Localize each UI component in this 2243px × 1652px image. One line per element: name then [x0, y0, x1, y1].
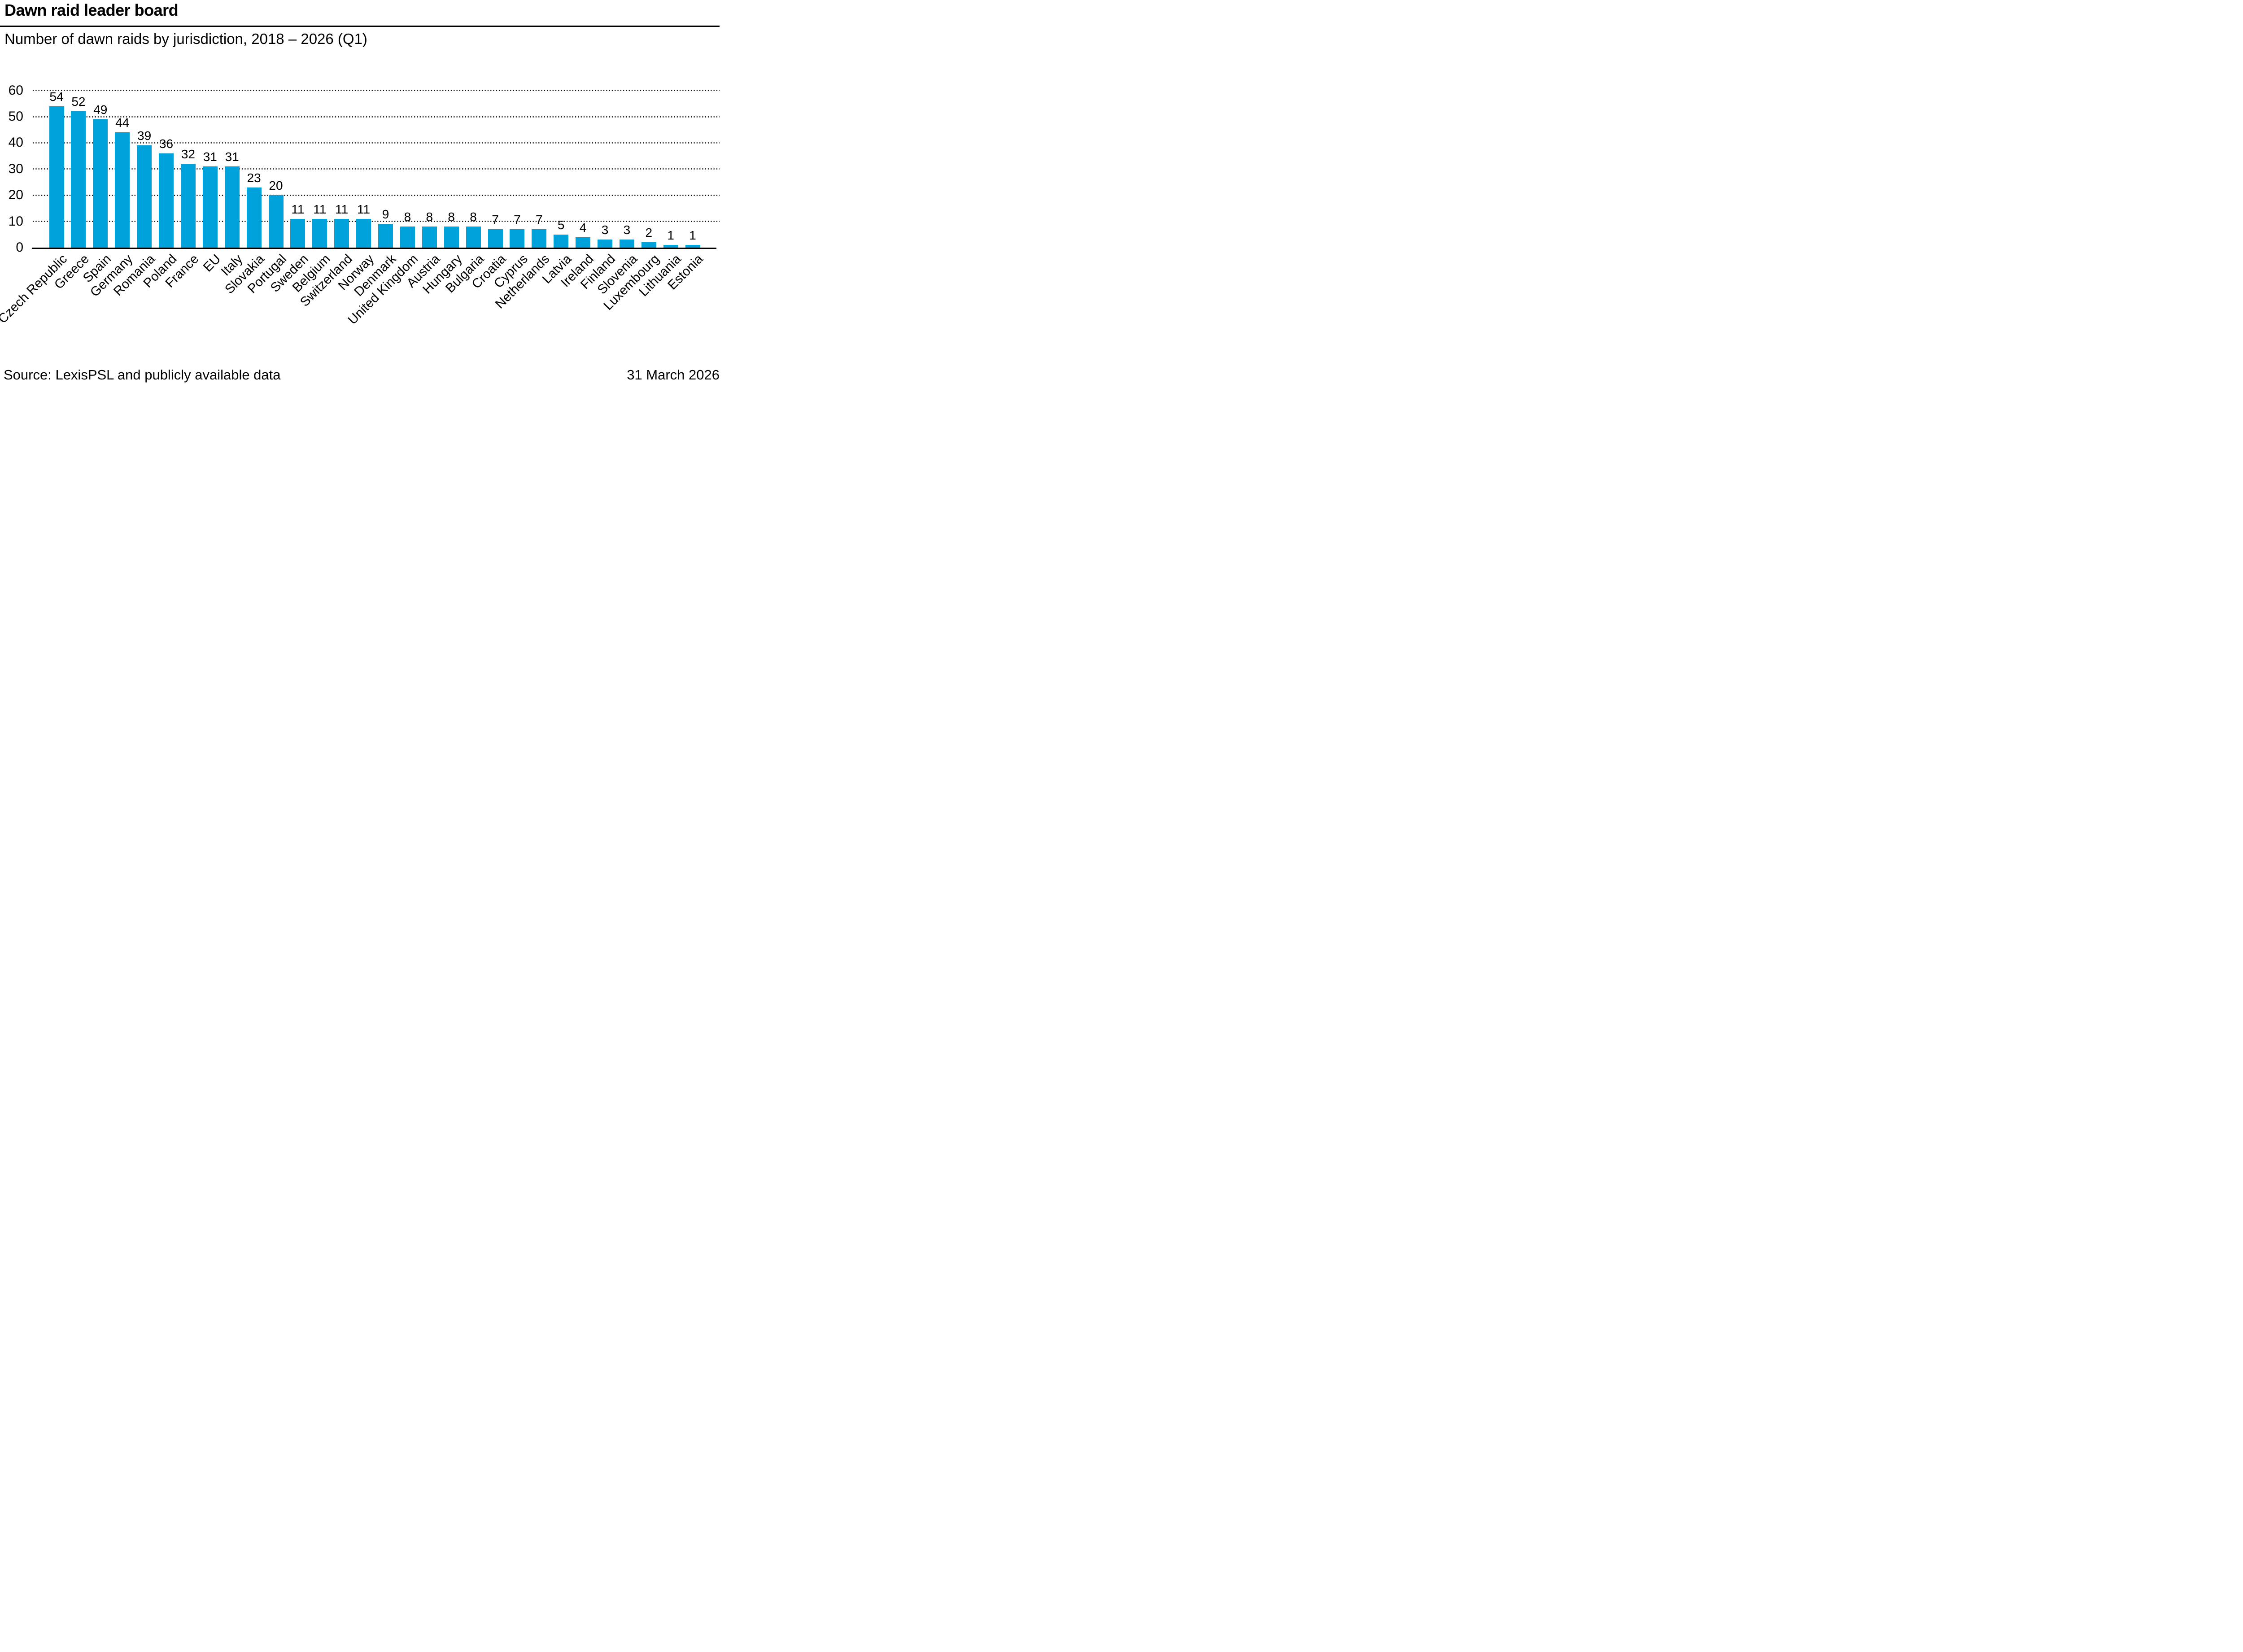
bar-value-label: 23	[247, 170, 261, 185]
bar-value-label: 11	[313, 202, 327, 216]
bar	[532, 229, 547, 248]
bar-value-label: 54	[49, 89, 64, 104]
bar-value-label: 3	[601, 223, 609, 237]
bar	[290, 218, 305, 248]
bar	[93, 119, 108, 248]
gridline	[32, 90, 720, 92]
bar	[180, 164, 196, 248]
bar	[466, 227, 481, 248]
gridline	[32, 221, 720, 222]
title-rule	[0, 26, 720, 27]
bar-value-label: 32	[181, 147, 195, 161]
bar	[444, 227, 459, 248]
bar-value-label: 2	[645, 226, 653, 240]
bar-value-label: 8	[426, 210, 433, 224]
y-tick-label: 20	[8, 187, 23, 203]
bar-value-label: 8	[448, 210, 455, 224]
y-tick-label: 50	[8, 109, 23, 124]
bar-value-label: 11	[357, 202, 371, 216]
bar-value-label: 52	[71, 95, 86, 109]
bar-chart: 0 10 20 30 40 50 60 54 52 49 44 39 36 32 31 31 23 20 11 11…	[0, 0, 748, 413]
bar-value-label: 8	[470, 210, 477, 224]
bar-value-label: 36	[159, 136, 174, 151]
bar-value-label: 11	[291, 202, 305, 216]
bar-value-label: 11	[335, 202, 349, 216]
date-note: 31 March 2026	[627, 367, 720, 383]
bar-value-label: 5	[557, 218, 565, 232]
bar	[334, 218, 349, 248]
x-tick-label: EU	[201, 252, 224, 275]
bar	[685, 245, 700, 248]
bar	[159, 153, 174, 248]
bar	[641, 242, 656, 248]
bar	[71, 111, 86, 248]
bar	[115, 132, 130, 248]
page-title: Dawn raid leader board	[4, 1, 179, 19]
bar	[268, 195, 284, 248]
bar	[356, 218, 371, 248]
bar-value-label: 44	[115, 116, 130, 130]
bar-value-label: 31	[225, 149, 239, 164]
bar	[224, 166, 240, 248]
bar	[137, 145, 152, 248]
bar	[510, 229, 525, 248]
bar	[400, 227, 415, 248]
page-subtitle: Number of dawn raids by jurisdiction, 20…	[4, 31, 367, 47]
bar	[598, 240, 612, 248]
bar-value-label: 7	[536, 213, 543, 227]
bar-value-label: 4	[579, 220, 587, 235]
bar	[619, 240, 634, 248]
bar	[246, 187, 262, 248]
bar-value-label: 3	[623, 223, 631, 237]
x-axis-line	[32, 248, 716, 249]
bar	[663, 245, 678, 248]
bar-value-label: 49	[93, 102, 108, 117]
bar-value-label: 1	[667, 228, 674, 243]
bar	[554, 234, 569, 248]
y-tick-label: 40	[8, 135, 23, 150]
gridline	[32, 194, 720, 196]
bar-value-label: 7	[514, 213, 521, 227]
bar-value-label: 31	[203, 149, 217, 164]
y-tick-label: 30	[8, 161, 23, 176]
bar-value-label: 1	[689, 228, 696, 243]
bar-value-label: 39	[137, 129, 152, 143]
bar-value-label: 8	[404, 210, 411, 224]
bar	[488, 229, 503, 248]
chart-page: Dawn raid leader board Number of dawn ra…	[0, 0, 748, 413]
bar-value-label: 7	[492, 213, 499, 227]
bar	[378, 224, 393, 248]
gridline	[32, 116, 720, 118]
bar-value-label: 9	[382, 207, 389, 222]
bar	[576, 237, 591, 248]
source-note: Source: LexisPSL and publicly available …	[4, 367, 281, 383]
gridline	[32, 142, 720, 144]
bar	[202, 166, 218, 248]
y-tick-label: 0	[16, 240, 23, 255]
y-tick-label: 10	[8, 214, 23, 229]
y-tick-label: 60	[8, 83, 23, 98]
gridline	[32, 168, 720, 170]
bar	[312, 218, 327, 248]
bar-value-label: 20	[269, 179, 283, 193]
bar	[422, 227, 437, 248]
bar	[49, 106, 64, 248]
